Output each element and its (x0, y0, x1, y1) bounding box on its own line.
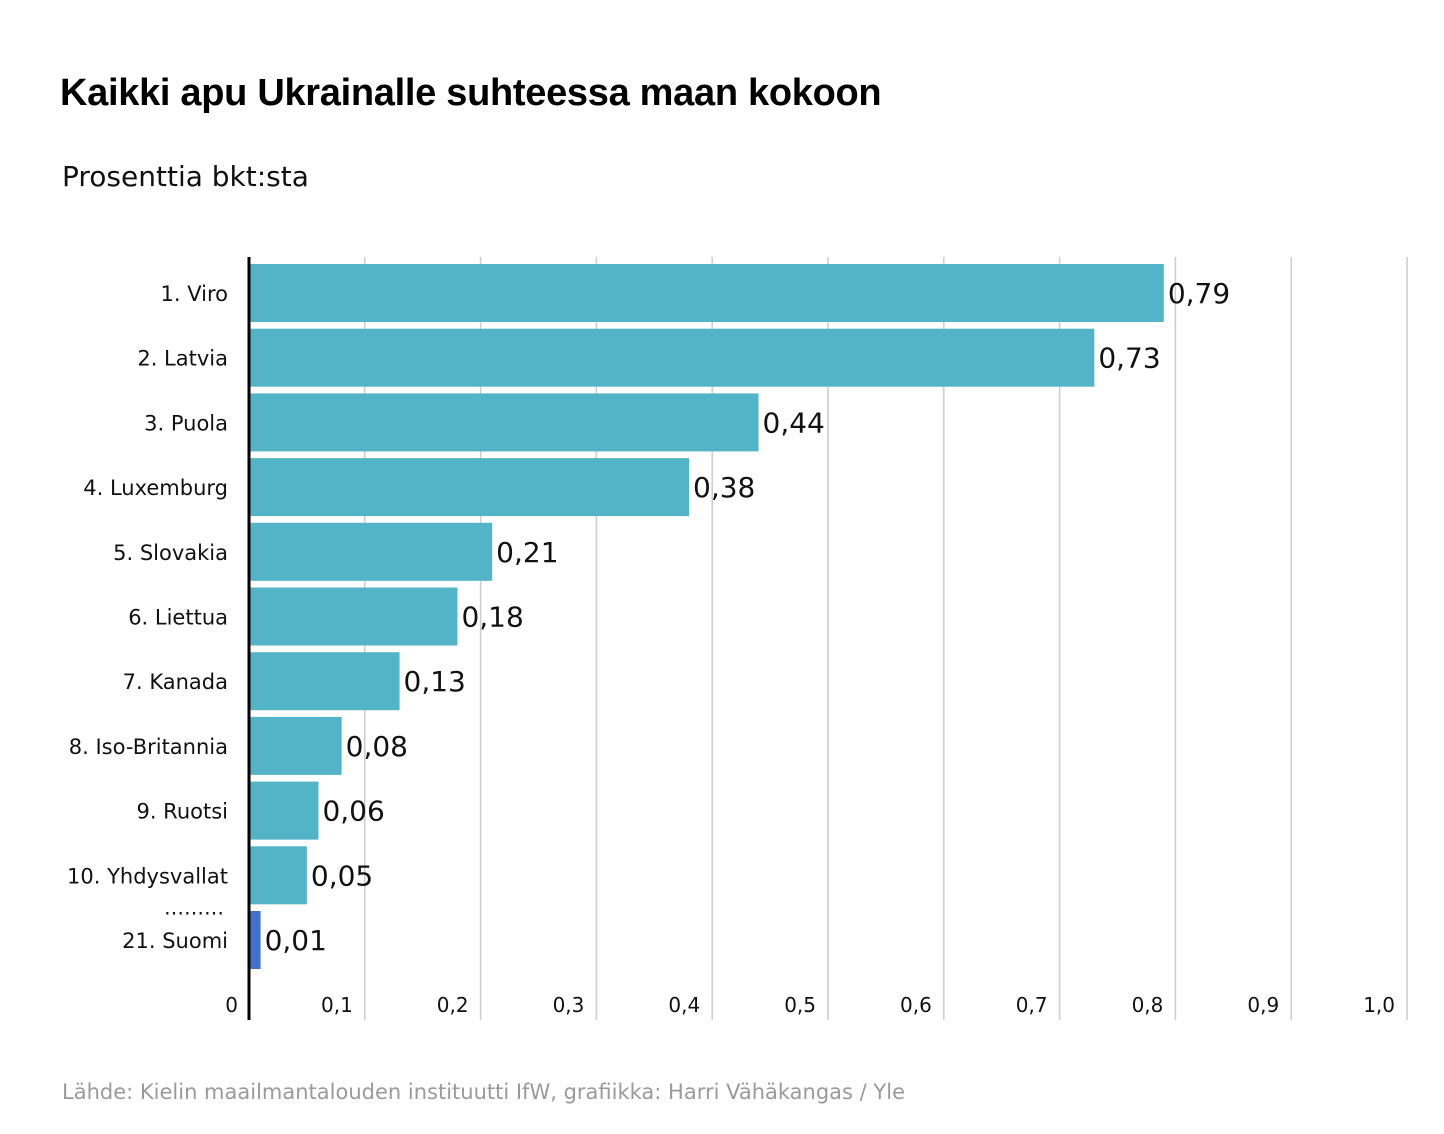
category-label: 8. Iso-Britannia (69, 735, 228, 759)
x-tick-label: 0,6 (900, 993, 932, 1017)
x-tick-label: 0,9 (1247, 993, 1279, 1017)
data-label: 0,05 (311, 859, 373, 892)
x-tick-label: 0,5 (784, 993, 816, 1017)
bar (250, 911, 261, 969)
source-note: Lähde: Kielin maailmantalouden instituut… (62, 1080, 906, 1104)
bar (250, 652, 400, 711)
chart-title: Kaikki apu Ukrainalle suhteessa maan kok… (60, 72, 882, 114)
gap-marker: ……… (164, 895, 224, 919)
bar (250, 522, 493, 581)
data-label: 0,06 (322, 795, 384, 828)
x-tick-label: 0,8 (1132, 993, 1164, 1017)
data-label: 0,01 (265, 924, 327, 957)
bar (250, 587, 458, 646)
x-tick-label: 0,7 (1016, 993, 1048, 1017)
category-label: 6. Liettua (128, 606, 228, 630)
data-label: 0,44 (763, 406, 825, 439)
x-tick-label: 0 (225, 993, 238, 1017)
data-label: 0,08 (346, 730, 408, 763)
bar (250, 781, 319, 840)
x-tick-label: 0,3 (553, 993, 585, 1017)
bar (250, 393, 759, 452)
data-label: 0,13 (404, 665, 466, 698)
bar (250, 328, 1095, 387)
bar (250, 458, 690, 517)
data-label: 0,38 (693, 471, 755, 504)
bar (250, 716, 342, 775)
data-label: 0,18 (461, 601, 523, 634)
x-tick-label: 1,0 (1363, 993, 1395, 1017)
category-label: 5. Slovakia (113, 541, 228, 565)
labels: 0 0,1 0,2 0,3 0,4 0,5 0,6 0,7 0,8 0,9 1,0 1. Viro 0,… (67, 277, 1395, 1017)
category-label: 1. Viro (161, 282, 228, 306)
bar (250, 846, 307, 905)
x-tick-label: 0,1 (321, 993, 353, 1017)
bar (250, 264, 1164, 322)
data-label: 0,79 (1168, 277, 1230, 310)
data-label: 0,21 (496, 536, 558, 569)
category-label: 2. Latvia (137, 347, 228, 371)
category-label: 9. Ruotsi (136, 800, 228, 824)
data-label: 0,73 (1098, 342, 1160, 375)
category-label: 21. Suomi (122, 929, 228, 953)
x-tick-label: 0,2 (437, 993, 469, 1017)
bars (250, 264, 1164, 969)
category-label: 4. Luxemburg (83, 476, 228, 500)
category-label: 3. Puola (144, 411, 228, 435)
x-tick-label: 0,4 (668, 993, 700, 1017)
chart-subtitle: Prosenttia bkt:sta (62, 160, 309, 193)
category-label: 10. Yhdysvallat (67, 864, 228, 888)
category-label: 7. Kanada (123, 670, 228, 694)
